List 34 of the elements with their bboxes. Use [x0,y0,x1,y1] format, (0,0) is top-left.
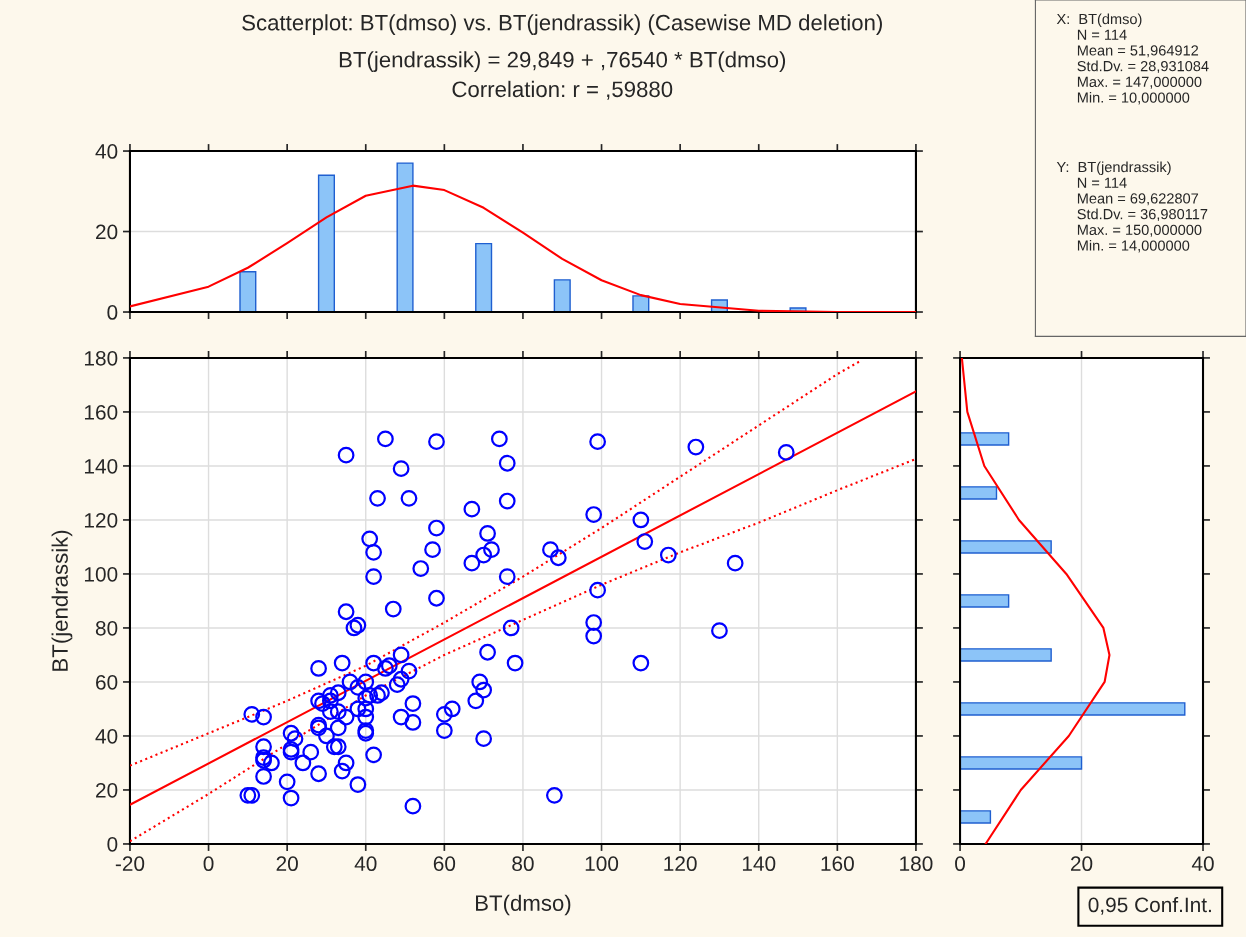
x-tick-label: 160 [821,856,854,872]
y-tick-label: 180 [84,350,118,366]
y-tick-label: 20 [96,224,118,240]
text: Y: BT(jendrassik) N = 114 Mean = 69,622807 Std.Dv. = 36,980117 Max. = 150,000000 Min. = 14,000000 [1056,161,1208,253]
text: X: BT(dmso) N = 114 Mean = 51,964912 Std.Dv. = 28,931084 Max. = 147,000000 Min. = 10,000000 [1056,13,1209,105]
x-tick-label: 0 [203,856,214,872]
y-tick-label: 60 [96,674,118,690]
y-tick-label: 40 [95,144,118,159]
x-tick-label: 120 [664,856,697,872]
x-tick-label: 40 [1191,856,1214,872]
x-axis-title: BT(dmso) [476,894,571,916]
y-tick-label: 80 [95,620,118,636]
x-tick-label: -20 [115,856,145,872]
y-tick-label: 160 [84,404,118,420]
y-axis-title: BT(jendrassik) [51,530,73,671]
x-tick-label: 180 [900,856,933,872]
y-tick-label: 100 [84,566,118,582]
x-tick-label: 20 [1070,856,1093,872]
chart-title: Scatterplot: BT(dmso) vs. BT(jendrassik) (Casewise MD deletion) [242,14,882,35]
x-tick-label: 40 [354,856,377,872]
y-tick-label: 40 [95,728,118,744]
y-tick-label: 0 [107,305,118,320]
x-tick-label: 20 [276,856,298,872]
x-tick-label: 80 [512,856,534,872]
y-tick-label: 120 [84,512,118,528]
y-tick-label: 140 [84,458,118,474]
text: 0,95 Conf.Int. [1088,896,1211,915]
chart-subtitle: BT(jendrassik) = 29,849 + ,76540 * BT(dmso) Correlation: r = ,59880 [339,51,786,100]
y-tick-label: 0 [107,836,118,852]
x-tick-label: 0 [955,856,966,872]
x-tick-label: 60 [433,856,456,872]
x-tick-label: 140 [742,856,776,872]
y-tick-label: 20 [96,782,118,798]
x-tick-label: 100 [585,856,619,872]
